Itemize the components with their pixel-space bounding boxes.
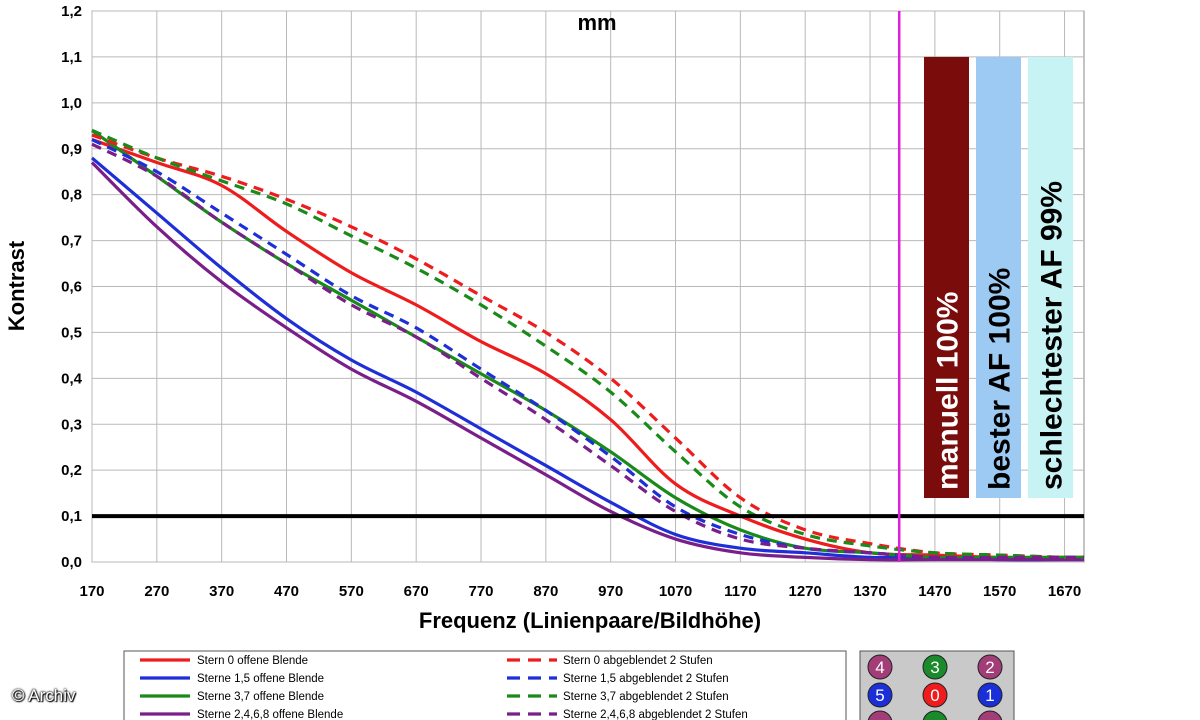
series-line: [91, 128, 1085, 560]
star-dot-number: 3: [930, 658, 939, 677]
y-tick-label: 0,0: [61, 554, 82, 571]
star-dot: [867, 654, 893, 680]
reference-lines: [92, 11, 1084, 562]
x-tick-label: 170: [79, 583, 104, 600]
y-tick-label: 1,0: [61, 95, 82, 112]
legend-label: Sterne 2,4,6,8 abgeblendet 2 Stufen: [563, 709, 748, 720]
x-tick-label: 570: [339, 583, 364, 600]
legend-label: Sterne 3,7 offene Blende: [197, 691, 324, 703]
star-dot: [867, 682, 893, 708]
x-tick-label: 1170: [724, 583, 757, 600]
star-dot-number: 2: [985, 658, 994, 677]
y-tick-label: 0,6: [61, 279, 82, 296]
x-tick-label: 770: [469, 583, 494, 600]
x-tick-label: 1670: [1048, 583, 1081, 600]
grid: [91, 10, 1085, 563]
legend-label: Sterne 2,4,6,8 offene Blende: [197, 709, 343, 720]
star-dot-number: 4: [875, 658, 884, 677]
star-dot: [922, 654, 948, 680]
bar-label: bester AF 100%: [984, 268, 1017, 490]
y-axis-title: Kontrast: [4, 240, 29, 331]
bar: [1028, 56, 1073, 499]
chart-title: mm: [577, 10, 616, 35]
legend-label: Sterne 3,7 abgeblendet 2 Stufen: [563, 691, 729, 703]
series-line: [91, 138, 1084, 560]
x-tick-label: 1070: [659, 583, 692, 600]
y-tick-label: 0,3: [61, 416, 82, 433]
bar-label: manuell 100%: [932, 292, 965, 490]
star-dot-number: 0: [930, 686, 939, 705]
tick-labels: 170 270 370 470 570 670 770 870 970 1070 1170 1270 1…: [61, 3, 1081, 600]
star-dot: [922, 710, 948, 720]
x-tick-label: 670: [404, 583, 429, 600]
copyright-label: © Archiv: [12, 686, 76, 705]
star-dot: [867, 710, 893, 720]
y-tick-label: 0,1: [61, 508, 82, 525]
y-tick-label: 0,7: [61, 233, 82, 250]
bar: [924, 56, 969, 499]
y-tick-label: 0,9: [61, 141, 82, 158]
x-tick-label: 1570: [983, 583, 1016, 600]
x-tick-label: 270: [144, 583, 169, 600]
x-tick-label: 1470: [918, 583, 951, 600]
series-line: [91, 138, 1084, 560]
y-tick-label: 0,4: [61, 370, 83, 387]
series-line: [90, 161, 1084, 562]
y-tick-label: 1,1: [61, 49, 82, 66]
star-dot: [977, 710, 1003, 720]
bar: [976, 56, 1021, 499]
x-tick-label: 1370: [853, 583, 886, 600]
legend-label: Sterne 1,5 offene Blende: [197, 673, 324, 685]
x-tick-label: 470: [274, 583, 299, 600]
star-dot: [977, 654, 1003, 680]
bar-label: schlechtester AF 99%: [1036, 181, 1069, 490]
x-tick-label: 870: [533, 583, 558, 600]
x-tick-label: 970: [598, 583, 623, 600]
legend-label: Stern 0 offene Blende: [197, 655, 308, 667]
series-lines: [90, 128, 1085, 562]
star-dot: [922, 682, 948, 708]
series-line: [91, 142, 1084, 560]
y-tick-label: 1,2: [61, 3, 82, 20]
star-dot-number: 1: [985, 686, 994, 705]
legend: Stern 0 offene Blende Sterne 1,5 offene B…: [123, 650, 847, 720]
y-tick-label: 0,8: [61, 187, 82, 204]
x-axis-title: Frequenz (Linienpaare/Bildhöhe): [419, 608, 761, 633]
x-tick-label: 370: [209, 583, 234, 600]
legend-label: Stern 0 abgeblendet 2 Stufen: [563, 655, 713, 667]
star-dot-number: 5: [875, 686, 884, 705]
y-tick-label: 0,2: [61, 462, 82, 479]
x-tick-label: 1270: [789, 583, 822, 600]
star-dot: [977, 682, 1003, 708]
star-panel: 4 3 2 5 0 1: [859, 650, 1015, 720]
legend-box: [123, 650, 847, 720]
bars: manuell 100% bester AF 100% schlechtester …: [924, 56, 1073, 499]
legend-label: Sterne 1,5 abgeblendet 2 Stufen: [563, 673, 729, 685]
y-tick-label: 0,5: [61, 324, 82, 341]
